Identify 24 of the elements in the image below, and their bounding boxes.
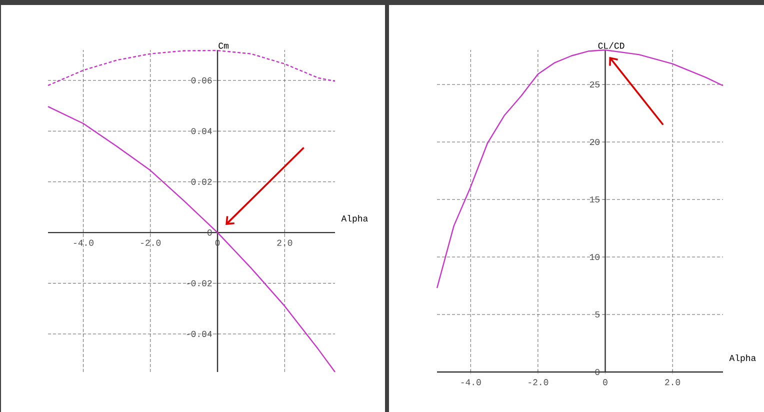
- y-tick-label: 0.02: [191, 178, 212, 185]
- y-tick-label: 0.04: [191, 128, 212, 134]
- y-tick-label: 20: [590, 138, 600, 146]
- x-axis-title: Alpha: [729, 354, 756, 363]
- y-tick-label: 10: [590, 254, 600, 260]
- line-series: [47, 50, 336, 86]
- x-tick-label: -2.0: [528, 379, 548, 386]
- x-axis-title: Alpha: [341, 214, 368, 224]
- line-series: [47, 106, 336, 373]
- x-tick-label: -4.0: [74, 240, 94, 246]
- y-tick-label: 25: [590, 81, 600, 88]
- line-series: [436, 49, 724, 289]
- x-tick-label: -4.0: [461, 379, 481, 386]
- x-tick-label: -2.0: [141, 240, 161, 246]
- x-tick-label: 0: [603, 379, 608, 386]
- x-tick-label: 2.0: [665, 379, 680, 386]
- y-tick-label: -0.04: [186, 330, 212, 338]
- x-tick-label: 2.0: [277, 240, 292, 246]
- y-axis-title: CL/CD: [598, 42, 624, 49]
- y-tick-label: 15: [590, 196, 600, 202]
- y-tick-label: 0.06: [191, 77, 212, 84]
- y-tick-label: -0.02: [186, 280, 212, 286]
- y-tick-label: 5: [595, 312, 600, 318]
- y-axis-title: Cm: [218, 42, 228, 49]
